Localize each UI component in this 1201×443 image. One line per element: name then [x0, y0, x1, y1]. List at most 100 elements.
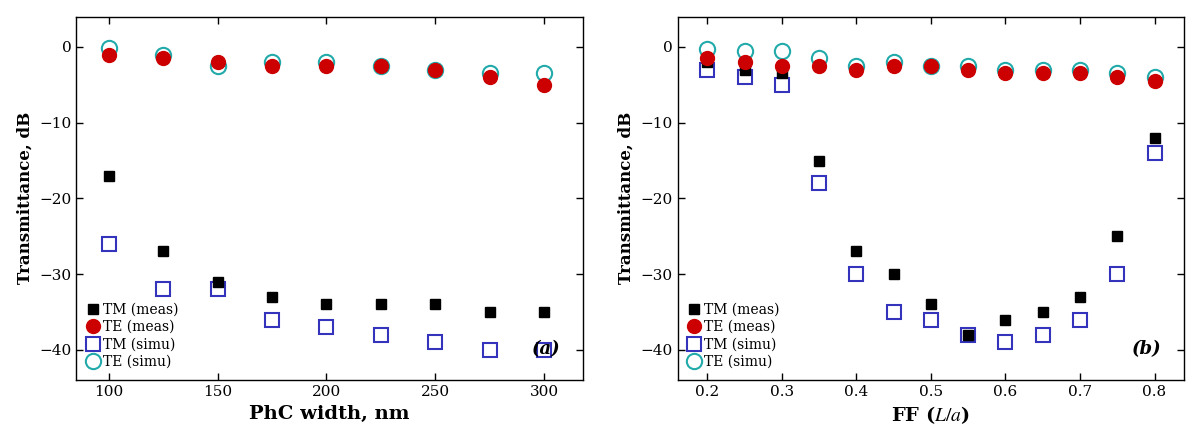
TE (simu) — [1110, 71, 1124, 76]
TE (meas) — [1110, 74, 1124, 80]
TE (meas) — [428, 67, 442, 72]
TM (simu) — [428, 340, 442, 345]
TM (meas) — [775, 71, 789, 76]
TE (simu) — [265, 59, 280, 65]
TM (simu) — [775, 82, 789, 87]
Y-axis label: Transmittance, dB: Transmittance, dB — [617, 112, 635, 284]
TE (simu) — [775, 48, 789, 54]
TE (simu) — [210, 63, 225, 69]
TM (simu) — [1072, 317, 1087, 322]
TE (simu) — [428, 67, 442, 72]
TE (simu) — [998, 67, 1012, 72]
Line: TM (simu): TM (simu) — [102, 237, 551, 357]
TE (meas) — [775, 63, 789, 69]
TE (simu) — [849, 63, 864, 69]
TM (meas) — [102, 173, 116, 179]
X-axis label: FF ($\mathit{L/a}$): FF ($\mathit{L/a}$) — [891, 404, 970, 426]
TE (meas) — [924, 63, 938, 69]
TM (meas) — [428, 302, 442, 307]
TM (simu) — [537, 347, 551, 353]
TM (simu) — [812, 181, 826, 186]
Line: TE (meas): TE (meas) — [102, 47, 551, 92]
TE (simu) — [102, 46, 116, 51]
TM (simu) — [483, 347, 497, 353]
TM (simu) — [737, 74, 752, 80]
TE (simu) — [1147, 74, 1161, 80]
TM (meas) — [265, 294, 280, 299]
TM (meas) — [1035, 309, 1050, 315]
TM (simu) — [998, 340, 1012, 345]
TM (meas) — [483, 309, 497, 315]
Line: TM (simu): TM (simu) — [700, 63, 1161, 349]
TM (simu) — [1147, 150, 1161, 155]
Line: TE (simu): TE (simu) — [101, 41, 551, 81]
TM (meas) — [886, 272, 901, 277]
TE (meas) — [210, 59, 225, 65]
TM (meas) — [924, 302, 938, 307]
TE (meas) — [700, 56, 715, 61]
TE (meas) — [319, 63, 334, 69]
TE (simu) — [319, 59, 334, 65]
TE (simu) — [924, 63, 938, 69]
TM (meas) — [1072, 294, 1087, 299]
TM (simu) — [924, 317, 938, 322]
TM (meas) — [998, 317, 1012, 322]
TM (simu) — [319, 324, 334, 330]
TE (simu) — [886, 59, 901, 65]
Y-axis label: Transmittance, dB: Transmittance, dB — [17, 112, 34, 284]
TE (simu) — [483, 71, 497, 76]
TE (simu) — [700, 47, 715, 52]
Legend: TM (meas), TE (meas), TM (simu), TE (simu): TM (meas), TE (meas), TM (simu), TE (sim… — [83, 299, 183, 373]
TE (simu) — [156, 52, 171, 57]
TE (meas) — [1035, 71, 1050, 76]
TM (meas) — [156, 249, 171, 254]
TM (meas) — [737, 67, 752, 72]
X-axis label: PhC width, nm: PhC width, nm — [250, 404, 410, 423]
TE (meas) — [156, 56, 171, 61]
TM (meas) — [812, 158, 826, 163]
TE (meas) — [483, 74, 497, 80]
Line: TM (meas): TM (meas) — [104, 171, 549, 317]
TM (meas) — [700, 59, 715, 65]
TM (meas) — [849, 249, 864, 254]
TE (simu) — [961, 63, 975, 69]
TE (simu) — [737, 48, 752, 54]
TE (simu) — [1035, 67, 1050, 72]
Text: (a): (a) — [532, 340, 561, 358]
TE (meas) — [537, 82, 551, 87]
TE (meas) — [961, 67, 975, 72]
TM (meas) — [1147, 135, 1161, 140]
TE (meas) — [998, 71, 1012, 76]
Line: TE (simu): TE (simu) — [700, 42, 1163, 85]
TM (simu) — [849, 272, 864, 277]
TE (meas) — [849, 67, 864, 72]
TE (meas) — [1072, 71, 1087, 76]
TE (meas) — [1147, 78, 1161, 84]
TM (simu) — [700, 67, 715, 72]
TM (simu) — [886, 309, 901, 315]
TM (meas) — [961, 332, 975, 337]
TE (simu) — [1072, 67, 1087, 72]
TM (meas) — [210, 279, 225, 284]
TE (meas) — [102, 52, 116, 57]
TM (simu) — [1035, 332, 1050, 337]
TE (meas) — [886, 63, 901, 69]
TM (simu) — [1110, 272, 1124, 277]
TE (simu) — [537, 71, 551, 76]
TM (simu) — [961, 332, 975, 337]
Legend: TM (meas), TE (meas), TM (simu), TE (simu): TM (meas), TE (meas), TM (simu), TE (sim… — [685, 299, 783, 373]
TM (simu) — [102, 241, 116, 246]
TE (meas) — [737, 59, 752, 65]
TM (meas) — [374, 302, 388, 307]
TE (meas) — [812, 63, 826, 69]
Line: TE (meas): TE (meas) — [700, 51, 1161, 88]
TM (simu) — [156, 287, 171, 292]
TM (meas) — [1110, 233, 1124, 239]
TE (meas) — [265, 63, 280, 69]
TE (simu) — [812, 56, 826, 61]
TE (meas) — [374, 63, 388, 69]
TE (simu) — [374, 63, 388, 69]
TM (meas) — [537, 309, 551, 315]
TM (meas) — [319, 302, 334, 307]
TM (simu) — [374, 332, 388, 337]
